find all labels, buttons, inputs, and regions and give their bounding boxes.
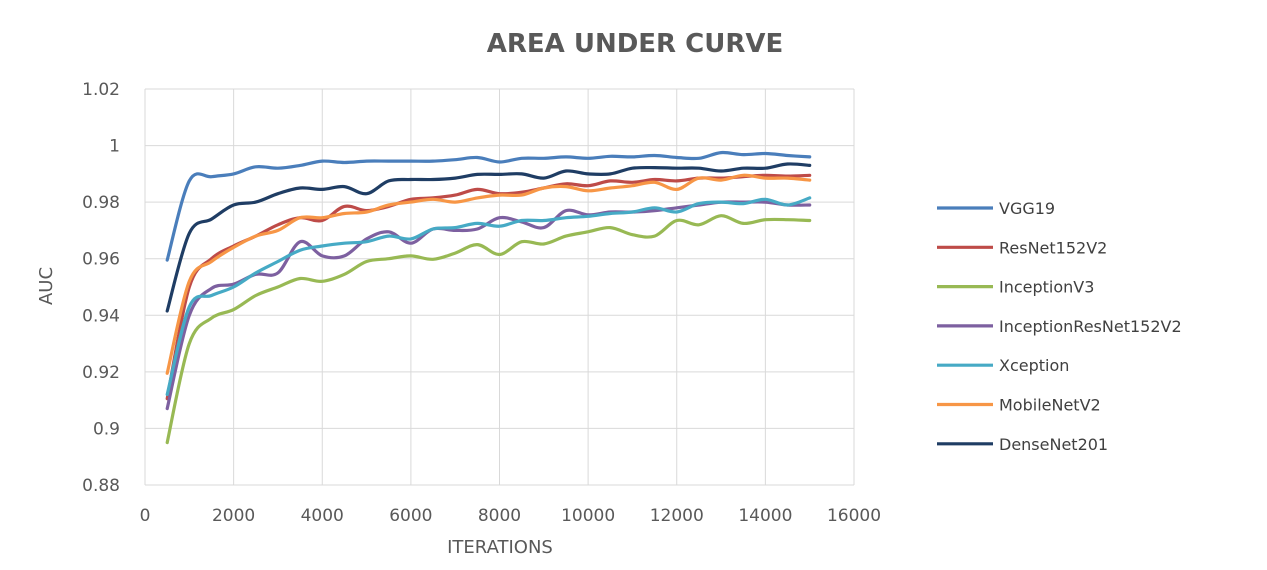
legend-label: InceptionV3	[999, 278, 1094, 297]
legend-label: VGG19	[999, 199, 1055, 218]
y-tick-label: 0.94	[82, 306, 120, 326]
x-tick-label: 12000	[650, 506, 704, 526]
y-tick-label: 0.96	[82, 250, 120, 270]
y-tick-label: 1.02	[82, 80, 120, 100]
legend-item-inceptionv3: InceptionV3	[937, 278, 1094, 297]
y-tick-label: 0.98	[82, 193, 120, 213]
y-axis-title: AUC	[36, 267, 57, 305]
legend-item-vgg19: VGG19	[937, 199, 1055, 218]
series-line-inceptionv3	[165, 214, 812, 445]
y-tick-label: 1	[109, 137, 120, 157]
legend-item-densenet201: DenseNet201	[937, 435, 1108, 454]
x-tick-label: 8000	[478, 506, 521, 526]
y-axis-ticks: 0.88 0.9 0.92 0.94 0.96 0.98 1 1.02	[82, 80, 120, 496]
legend: VGG19 ResNet152V2 InceptionV3 InceptionResN…	[937, 199, 1182, 454]
chart-title: AREA UNDER CURVE	[487, 29, 783, 59]
y-tick-label: 0.88	[82, 476, 120, 496]
series-line-vgg19	[165, 150, 812, 262]
series-line-resnet152v2	[165, 173, 812, 401]
legend-item-mobilenetv2: MobileNetV2	[937, 396, 1101, 415]
legend-item-xception: Xception	[937, 356, 1069, 375]
x-axis-ticks: 0 2000 4000 6000 8000 10000 12000 14000 16000	[140, 506, 881, 526]
x-tick-label: 16000	[827, 506, 881, 526]
y-tick-label: 0.9	[93, 419, 120, 439]
series-line-densenet201	[165, 162, 812, 313]
x-tick-label: 2000	[212, 506, 255, 526]
series-line-mobilenetv2	[165, 173, 812, 375]
series-line-xception	[165, 196, 812, 397]
legend-label: InceptionResNet152V2	[999, 317, 1182, 336]
series-lines	[165, 150, 812, 445]
x-tick-label: 6000	[389, 506, 432, 526]
y-tick-label: 0.92	[82, 363, 120, 383]
legend-label: DenseNet201	[999, 435, 1108, 454]
x-tick-label: 10000	[561, 506, 615, 526]
legend-label: ResNet152V2	[999, 238, 1107, 257]
gridlines	[144, 88, 855, 486]
legend-label: MobileNetV2	[999, 396, 1101, 415]
legend-item-resnet152v2: ResNet152V2	[937, 238, 1107, 257]
legend-item-inceptionresnet152v2: InceptionResNet152V2	[937, 317, 1182, 336]
legend-label: Xception	[999, 356, 1069, 375]
x-tick-label: 14000	[738, 506, 792, 526]
x-tick-label: 4000	[301, 506, 344, 526]
x-axis-title: ITERATIONS	[447, 537, 553, 558]
x-tick-label: 0	[140, 506, 151, 526]
